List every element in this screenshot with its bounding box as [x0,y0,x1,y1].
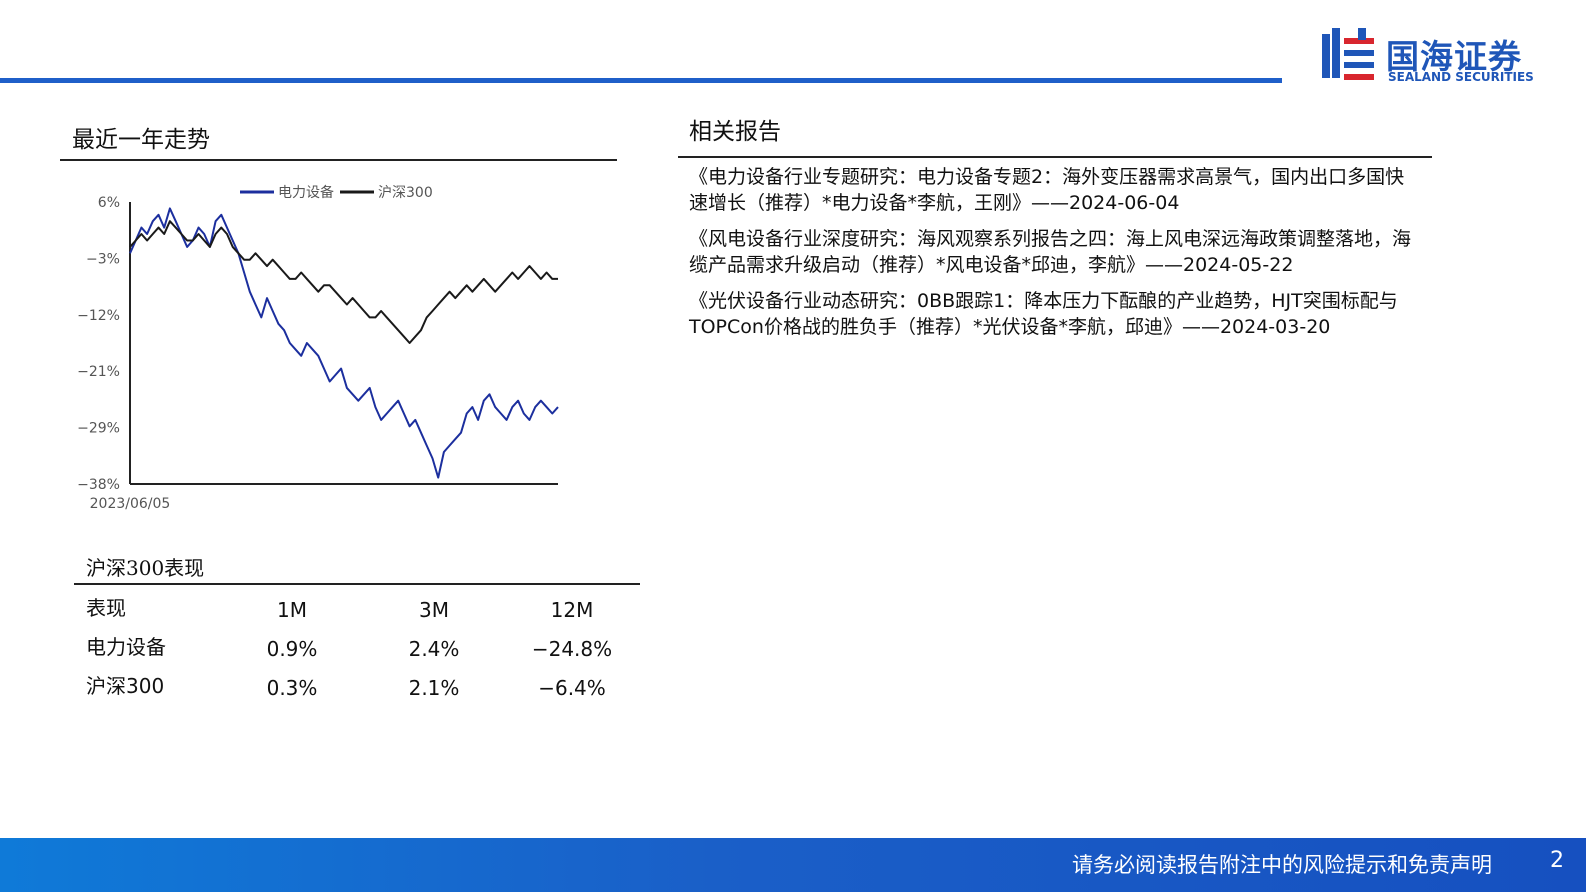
footer-bar: 请务必阅读报告附注中的风险提示和免责声明 2 [0,838,1586,892]
x-start-label: 2023/06/05 [90,496,171,512]
related-title-rule [678,156,1432,158]
brand-name-cn: 国海证券 [1386,37,1522,76]
brand-name-en: SEALAND SECURITIES [1388,70,1534,84]
sealand-logo-icon [1322,28,1374,80]
trend-title: 最近一年走势 [72,127,210,153]
series-line-2 [129,220,558,344]
report-item[interactable]: 《风电设备行业深度研究：海风观察系列报告之四：海上风电深远海政策调整落地，海缆产… [689,228,1412,276]
row-12m-value: −24.8% [531,637,613,661]
row-label: 电力设备 [86,635,166,659]
table-row: 电力设备 0.9% 2.4% −24.8% [74,625,640,664]
disclaimer-text: 请务必阅读报告附注中的风险提示和免责声明 [1072,853,1492,877]
row-3m-value: 2.4% [408,637,460,661]
legend-label-1: 电力设备 [278,184,334,201]
table-row: 沪深300 0.3% 2.1% −6.4% [74,664,640,703]
report-list: 《电力设备行业专题研究：电力设备专题2：海外变压器需求高景气，国内出口多国快速增… [689,164,1419,350]
header-1m: 1M [277,598,307,622]
report-item[interactable]: 《光伏设备行业动态研究：0BB跟踪1：降本压力下酝酿的产业趋势，HJT突围标配与… [689,290,1398,338]
brand-logo: 国海证券 SEALAND SECURITIES [1322,28,1552,86]
y-tick-label: −29% [77,421,120,437]
header-3m: 3M [419,598,449,622]
row-3m-value: 2.1% [408,676,460,700]
series-line-1 [129,207,559,479]
y-tick-label: −3% [86,251,120,267]
header-rule [0,78,1282,83]
performance-title: 沪深300表现 [86,556,205,580]
row-1m-value: 0.9% [266,637,318,661]
y-tick-label: 6% [98,195,120,211]
row-label: 沪深300 [86,674,165,698]
related-title: 相关报告 [689,119,781,145]
y-tick-label: −21% [77,364,120,380]
performance-table: 表现 1M 3M 12M 电力设备 0.9% 2.4% −24.8% 沪深300… [74,586,640,703]
row-1m-value: 0.3% [266,676,318,700]
y-tick-label: −38% [77,477,120,493]
table-header-row: 表现 1M 3M 12M [74,586,640,625]
header-label: 表现 [86,596,126,620]
page-number: 2 [1550,848,1564,873]
performance-title-rule [74,583,640,585]
report-item[interactable]: 《电力设备行业专题研究：电力设备专题2：海外变压器需求高景气，国内出口多国快速增… [689,166,1405,214]
trend-title-rule [60,159,617,161]
header-12m: 12M [550,598,594,622]
row-12m-value: −6.4% [538,676,606,700]
trend-chart: 6% −3% −12% −21% −29% −38% 2023/06/05 电力设备 沪深300 [77,184,559,512]
legend-label-2: 沪深300 [378,185,433,201]
y-tick-label: −12% [77,308,120,324]
